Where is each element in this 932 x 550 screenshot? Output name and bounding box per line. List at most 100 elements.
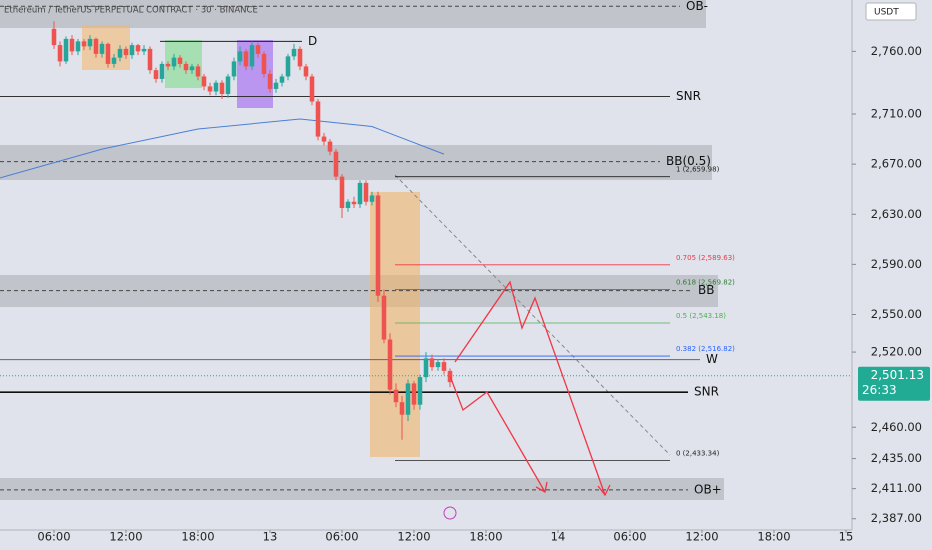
candle-body (87, 38, 93, 47)
candle-body (339, 176, 345, 208)
candle-body (213, 82, 219, 92)
candle-body (51, 28, 57, 46)
candle-body (423, 358, 429, 378)
candle-body (57, 45, 63, 62)
x-tick-label: 06:00 (325, 530, 358, 544)
candle-body (255, 45, 261, 54)
y-tick-label: 2,670.00 (871, 157, 922, 171)
candle-body (333, 151, 339, 177)
candle-body (297, 48, 303, 67)
fib-label: 0.382 (2,516.82) (676, 345, 735, 353)
candle-body (369, 195, 375, 202)
y-tick-label: 2,630.00 (871, 207, 922, 221)
candle-body (309, 76, 315, 102)
candle-body (363, 182, 369, 202)
level-label: OB- (686, 0, 708, 13)
currency: USDT (874, 8, 899, 18)
candle-body (135, 45, 141, 52)
x-tick-label: 18:00 (469, 530, 502, 544)
x-tick-label: 12:00 (397, 530, 430, 544)
candle-body (201, 76, 207, 87)
level-label: BB(0.5) (666, 154, 711, 168)
y-tick-label: 2,520.00 (871, 345, 922, 359)
candle-body (177, 57, 183, 64)
candle-body (381, 295, 387, 340)
y-tick-label: 2,760.00 (871, 44, 922, 58)
candle-body (93, 38, 99, 54)
level-label: SNR (676, 89, 701, 103)
candle-body (321, 136, 327, 142)
candle-body (267, 73, 273, 89)
highlight-box (237, 40, 273, 108)
fib-label: 0 (2,433.34) (676, 450, 720, 458)
candle-body (303, 66, 309, 77)
candle-body (315, 101, 321, 137)
symbol-header: Ethereum / TetherUS PERPETUAL CONTRACT ·… (4, 6, 258, 16)
zone (0, 0, 706, 28)
candle-body (399, 402, 405, 415)
arrow-head (535, 481, 548, 494)
moving-average (0, 118, 445, 179)
x-tick-label: 12:00 (109, 530, 142, 544)
candle-body (147, 48, 153, 71)
x-tick-label: 18:00 (757, 530, 790, 544)
candle-body (405, 383, 411, 415)
candle-body (411, 383, 417, 405)
event-icon (443, 506, 457, 520)
highlight-box (165, 40, 202, 88)
zone (0, 145, 712, 180)
y-tick-label: 2,590.00 (871, 257, 922, 271)
x-tick-label: 12:00 (685, 530, 718, 544)
candle-body (237, 51, 243, 62)
fib-label: 0.5 (2,543.18) (676, 312, 726, 320)
candle-body (171, 57, 177, 67)
candle-body (207, 86, 213, 92)
candle-body (141, 48, 147, 52)
fib-label: 0.705 (2,589.63) (676, 254, 735, 262)
x-tick-label: 14 (551, 530, 566, 544)
candle-body (417, 377, 423, 405)
candle-body (99, 43, 105, 54)
y-tick-label: 2,460.00 (871, 420, 922, 434)
candle-body (111, 57, 117, 64)
candle-body (117, 48, 123, 58)
candle-body (225, 76, 231, 94)
candle-body (165, 63, 171, 67)
level-label: D (308, 34, 317, 48)
candle-body (183, 63, 189, 71)
candle-body (249, 45, 255, 67)
projection-path (454, 280, 606, 496)
candle-body (393, 389, 399, 403)
candle-body (273, 82, 279, 89)
candle-body (231, 61, 237, 77)
candle-body (327, 141, 333, 152)
trend-line (394, 174, 671, 456)
plot (0, 5, 852, 491)
level-label: W (706, 352, 718, 366)
last-price-tag (858, 366, 930, 401)
x-tick-label: 06:00 (37, 530, 70, 544)
candle-body (69, 38, 75, 52)
y-tick-label: 2,710.00 (871, 107, 922, 121)
y-tick-label: 2,411.00 (871, 481, 922, 495)
candle-body (351, 201, 357, 205)
candle-body (153, 70, 159, 79)
candle-body (105, 43, 111, 64)
last-price-label: 2,501.13 (871, 368, 924, 382)
candle-body (429, 358, 435, 368)
candle-body (189, 66, 195, 71)
fib-label: 1 (2,659.98) (676, 166, 720, 174)
candle-body (435, 362, 441, 368)
candle-body (279, 76, 285, 83)
candle-body (441, 362, 447, 371)
currency-box (865, 2, 917, 21)
candle-body (75, 41, 81, 52)
projection-path (449, 375, 546, 493)
level-label: OB+ (694, 482, 722, 496)
candle-body (375, 195, 381, 296)
candle-body (195, 66, 201, 77)
level-label: SNR (694, 385, 719, 399)
x-tick-label: 18:00 (181, 530, 214, 544)
x-tick-label: 06:00 (613, 530, 646, 544)
